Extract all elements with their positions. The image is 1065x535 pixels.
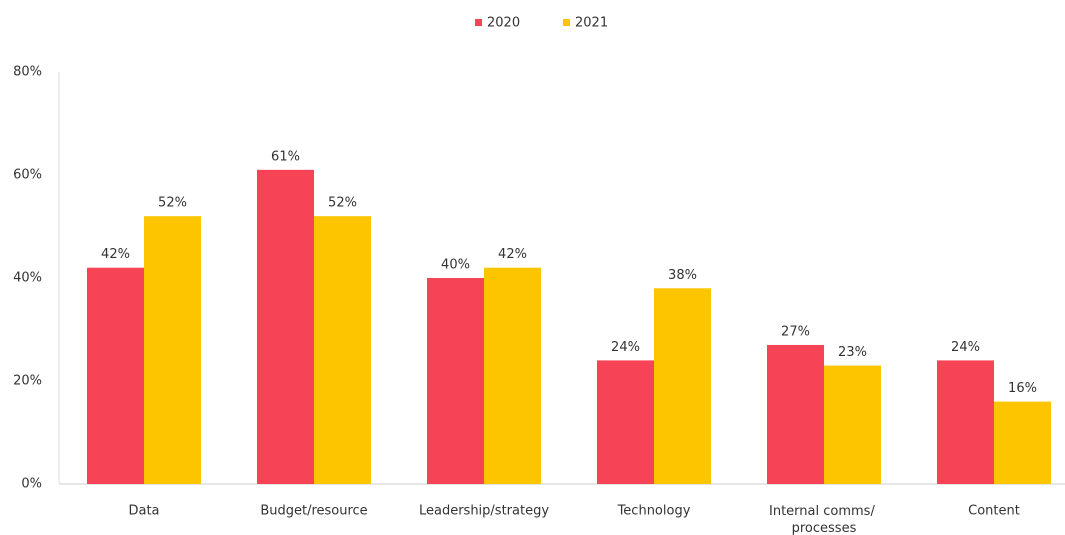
bar (824, 365, 881, 484)
bar (654, 288, 711, 484)
x-tick-label: Technology (617, 504, 691, 519)
data-label: 42% (498, 247, 527, 262)
data-label: 24% (951, 340, 980, 355)
data-label: 52% (158, 196, 187, 211)
data-label: 52% (328, 196, 357, 211)
y-tick-label: 0% (21, 477, 42, 492)
data-label: 16% (1008, 381, 1037, 396)
bar (994, 401, 1051, 484)
data-label: 38% (668, 268, 697, 283)
bar (427, 278, 484, 484)
data-label: 42% (101, 247, 130, 262)
bar (257, 169, 314, 484)
x-tick-label: Content (968, 504, 1020, 519)
y-tick-label: 60% (13, 168, 42, 183)
bar (937, 360, 994, 484)
legend-swatch (475, 19, 482, 26)
bar (484, 267, 541, 484)
x-tick-label: Internal comms/ processes (769, 504, 879, 535)
data-label: 61% (271, 149, 300, 164)
data-label: 23% (838, 345, 867, 360)
y-tick-label: 20% (13, 374, 42, 389)
data-label: 24% (611, 340, 640, 355)
bar (314, 216, 371, 484)
legend-swatch (563, 19, 570, 26)
x-tick-label: Leadership/strategy (419, 504, 549, 519)
legend-label: 2020 (487, 16, 520, 31)
data-label: 40% (441, 258, 470, 273)
legend-label: 2021 (575, 16, 608, 31)
data-label: 27% (781, 324, 810, 339)
y-tick-label: 80% (13, 65, 42, 80)
x-tick-label: Data (128, 504, 159, 519)
bar (87, 267, 144, 484)
x-tick-label: Budget/resource (260, 504, 367, 519)
y-tick-label: 40% (13, 271, 42, 286)
bar (144, 216, 201, 484)
bar (767, 344, 824, 484)
bar (597, 360, 654, 484)
